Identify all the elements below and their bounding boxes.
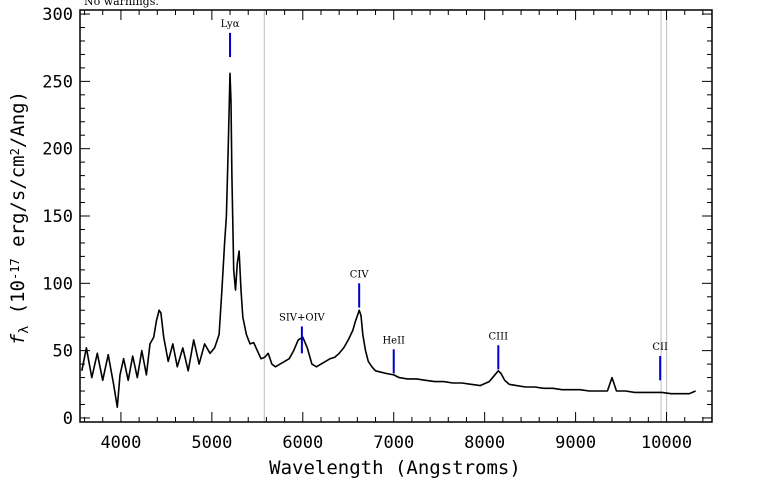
warnings-note: No warnings. [84,0,159,8]
x-tick-label: 6000 [282,433,323,453]
spectrum-series-line [81,72,696,409]
plot-frame [79,9,713,423]
emission-line-label: HeII [382,335,405,346]
sky-lines [263,10,668,422]
x-tick-label: 4000 [100,433,141,453]
plot-area [81,72,696,409]
x-tick-label: 10000 [641,433,692,453]
axes: 4000 5000 6000 7000 8000 9000 10000 0 50 100 150 20… [42,5,713,453]
emission-line-label: CIII [489,331,509,342]
emission-line-label: Lyα [221,19,240,30]
x-tick-label: 8000 [464,433,505,453]
y-tick-label: 200 [42,140,73,160]
y-tick-label: 150 [42,207,73,227]
emission-line-label: CIV [350,269,370,280]
y-tick-label: 100 [42,274,73,294]
y-tick-label: 250 [42,72,73,92]
y-tick-label: 300 [42,5,73,25]
y-tick-label: 50 [53,342,73,362]
emission-line-label: CII [652,342,668,353]
x-tick-label: 7000 [373,433,414,453]
emission-line-markers: Lyα SIV+OIV CIV HeII CIII CII [221,19,668,381]
y-axis-label: fλ (10-17 erg/s/cm2/Ang) [7,91,32,345]
x-tick-label: 9000 [555,433,596,453]
x-tick-label: 5000 [191,433,232,453]
x-axis-label: Wavelength (Angstroms) [269,457,521,479]
y-tick-label: 0 [63,409,73,429]
emission-line-label: SIV+OIV [279,312,326,323]
